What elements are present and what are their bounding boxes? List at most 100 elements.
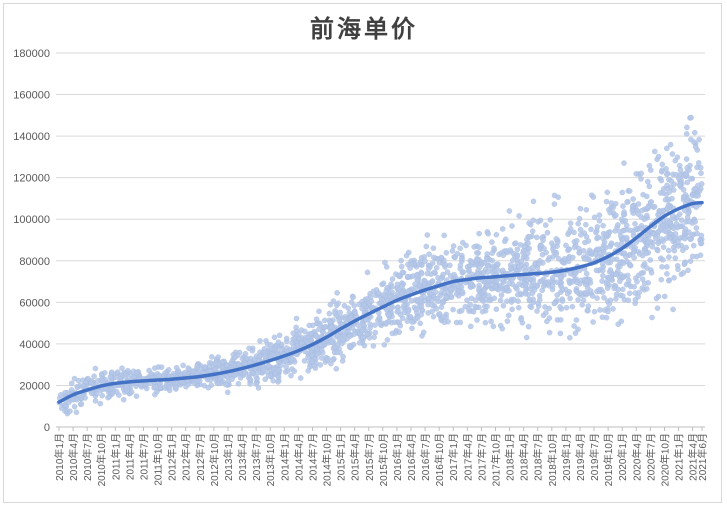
data-point xyxy=(215,354,221,360)
data-point xyxy=(521,264,528,270)
data-point xyxy=(528,304,535,311)
data-point xyxy=(453,319,460,326)
data-point xyxy=(166,384,172,391)
data-point xyxy=(601,294,607,301)
data-point xyxy=(316,326,322,332)
data-point xyxy=(593,267,600,274)
x-tick-label: 2012年4月 xyxy=(180,433,193,481)
data-point xyxy=(540,276,547,283)
data-point xyxy=(604,285,611,291)
data-point xyxy=(485,231,491,237)
y-tick-label: 180000 xyxy=(13,48,50,60)
data-point xyxy=(695,192,701,199)
data-point xyxy=(484,251,490,257)
data-point xyxy=(571,229,577,236)
data-point xyxy=(577,205,584,212)
data-point xyxy=(166,367,172,373)
data-point xyxy=(607,267,614,273)
data-point xyxy=(493,231,500,238)
data-point xyxy=(335,300,341,306)
data-point xyxy=(525,240,531,246)
data-point xyxy=(485,269,491,275)
data-point xyxy=(500,267,506,274)
data-point xyxy=(534,234,540,241)
data-point xyxy=(514,286,520,292)
data-point xyxy=(504,318,511,324)
data-point xyxy=(647,257,653,263)
data-point xyxy=(313,316,320,322)
data-point xyxy=(68,387,75,393)
data-point xyxy=(493,306,500,312)
data-point xyxy=(247,376,253,383)
grid-layer xyxy=(56,52,705,428)
data-point xyxy=(605,275,612,281)
data-point xyxy=(529,264,536,271)
data-point xyxy=(571,323,577,329)
data-point xyxy=(408,260,415,267)
data-point xyxy=(591,308,598,315)
data-point xyxy=(581,256,588,262)
data-point xyxy=(185,365,191,371)
data-point xyxy=(660,222,666,229)
data-point xyxy=(447,262,453,269)
data-point xyxy=(639,276,646,282)
data-point xyxy=(600,222,606,229)
data-point xyxy=(664,171,670,178)
data-point xyxy=(97,400,104,407)
x-tick-label: 2013年7月 xyxy=(250,433,263,481)
data-point xyxy=(611,285,617,292)
data-point xyxy=(575,297,581,303)
data-point xyxy=(625,297,632,303)
data-point xyxy=(108,369,115,375)
data-point xyxy=(672,255,679,261)
data-point xyxy=(324,357,330,364)
data-point xyxy=(489,265,495,272)
data-point xyxy=(543,310,549,316)
x-tick-label: 2010年1月 xyxy=(53,433,66,481)
data-point xyxy=(384,337,391,343)
data-point xyxy=(306,322,313,329)
data-point xyxy=(531,286,538,293)
data-point xyxy=(541,245,547,252)
x-tick-label: 2015年4月 xyxy=(349,433,362,481)
data-point xyxy=(684,179,690,186)
data-point xyxy=(530,279,537,285)
data-point xyxy=(695,160,702,166)
data-point xyxy=(309,358,315,364)
data-point xyxy=(364,331,371,337)
data-point xyxy=(327,319,333,325)
x-tick-label: 2014年4月 xyxy=(292,433,305,481)
data-point xyxy=(267,342,274,348)
data-point xyxy=(334,290,340,296)
data-point xyxy=(491,245,497,252)
data-point xyxy=(693,225,700,231)
data-point xyxy=(403,252,410,259)
data-point xyxy=(383,288,390,294)
data-point xyxy=(639,207,645,214)
data-point xyxy=(416,282,422,289)
data-point xyxy=(262,376,268,383)
data-point xyxy=(432,289,439,295)
data-point xyxy=(232,354,238,360)
data-point xyxy=(326,310,333,317)
data-point xyxy=(604,189,611,196)
data-point xyxy=(624,199,630,205)
data-point xyxy=(654,247,661,254)
data-point xyxy=(386,293,393,299)
data-point xyxy=(690,242,697,249)
data-point xyxy=(597,307,603,313)
data-point xyxy=(278,362,284,369)
data-point xyxy=(661,293,668,300)
data-point xyxy=(73,409,80,416)
data-point xyxy=(632,297,639,303)
data-point xyxy=(94,377,101,384)
data-point xyxy=(659,264,665,270)
data-point xyxy=(337,309,343,316)
data-point xyxy=(222,381,229,388)
data-point xyxy=(466,305,472,312)
data-point xyxy=(580,248,587,254)
data-point xyxy=(665,247,672,254)
data-point xyxy=(635,201,642,207)
data-point xyxy=(693,204,699,210)
data-point xyxy=(305,354,311,361)
